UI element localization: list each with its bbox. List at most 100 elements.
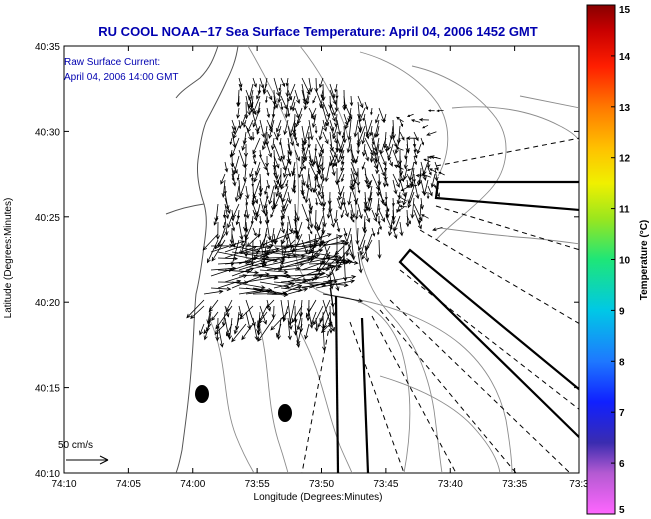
current-vector (287, 268, 323, 283)
current-vector (353, 119, 359, 138)
current-vector (304, 323, 310, 340)
current-vector (391, 119, 396, 140)
current-vector (266, 167, 270, 177)
beam-outline (360, 317, 370, 473)
current-vector (273, 143, 282, 162)
current-vector (324, 161, 331, 183)
current-vector (402, 191, 408, 206)
current-vector (266, 254, 306, 260)
current-vector (238, 261, 266, 271)
colorbar (586, 4, 616, 515)
current-vector (294, 267, 331, 272)
current-vector (291, 173, 296, 193)
current-vector (301, 274, 331, 283)
x-tick-label: 74:10 (51, 479, 76, 490)
current-vector (256, 89, 261, 100)
current-vector (364, 209, 371, 223)
current-vector (265, 155, 269, 168)
current-vector (423, 179, 429, 197)
current-vector (202, 233, 219, 251)
current-vector (273, 101, 276, 110)
current-vector (214, 323, 226, 335)
current-vector (224, 305, 230, 318)
current-vector (371, 227, 376, 237)
current-vector (335, 257, 345, 272)
current-vector (295, 221, 303, 239)
current-vector (367, 179, 373, 190)
current-vector (378, 161, 386, 177)
current-vector (273, 257, 312, 271)
current-vector (306, 95, 310, 105)
current-vector (266, 221, 272, 241)
current-vector (292, 113, 297, 135)
current-vector (406, 215, 411, 225)
current-vector (334, 95, 339, 113)
colorbar-tick-label: 8 (619, 357, 625, 368)
current-vector (238, 119, 242, 130)
current-vector (245, 185, 250, 200)
current-vector (329, 143, 338, 159)
current-vector (362, 222, 368, 235)
current-vector (340, 149, 345, 160)
current-vector (430, 155, 441, 160)
colorbar-tick-label: 11 (619, 205, 630, 216)
current-vector (315, 197, 319, 206)
current-vector (282, 197, 289, 213)
current-vector (231, 173, 235, 182)
current-vector (334, 113, 339, 128)
coastline-path (175, 46, 239, 473)
current-vector (280, 221, 285, 234)
current-vector (407, 191, 415, 209)
current-vector (403, 155, 408, 170)
bathymetry-contours (209, 46, 579, 473)
current-vector (422, 124, 429, 129)
current-vector (231, 167, 237, 187)
contour-line (411, 65, 507, 241)
current-vector (215, 317, 220, 342)
current-vector (357, 95, 364, 109)
current-vector (282, 305, 289, 323)
current-vector (243, 209, 247, 218)
current-vector (310, 311, 317, 326)
current-vector (410, 197, 415, 219)
current-vector (320, 323, 331, 334)
current-vector (271, 197, 276, 211)
current-vector (318, 143, 324, 158)
current-vector (287, 143, 292, 156)
current-vector (315, 235, 343, 247)
current-vector (426, 191, 430, 200)
current-vector (356, 167, 361, 187)
current-vector (305, 167, 310, 189)
current-vector (378, 191, 387, 207)
radial-line (419, 229, 579, 324)
radial-range-lines (301, 137, 579, 473)
current-vector (252, 203, 258, 217)
current-vector (322, 260, 353, 271)
current-vector (347, 191, 352, 206)
current-vector (311, 113, 317, 129)
current-vector (315, 264, 336, 271)
current-vector (333, 209, 339, 224)
current-vector (259, 230, 297, 247)
current-vector (301, 149, 306, 161)
colorbar-label: Temperature (°C) (639, 220, 650, 301)
current-vector (263, 197, 268, 210)
colorbar-tick-label: 14 (619, 52, 631, 63)
current-vector (217, 256, 239, 261)
current-vector (322, 257, 359, 265)
current-vector (211, 311, 219, 322)
current-vector (259, 77, 265, 89)
colorbar-tick-label: 12 (619, 154, 631, 165)
current-vector (190, 305, 205, 320)
x-axis-label: Longitude (Degrees:Minutes) (254, 492, 383, 503)
current-vector (227, 215, 233, 229)
current-vector (252, 191, 258, 205)
current-vector (231, 274, 264, 289)
current-vector (234, 185, 240, 203)
current-vector (378, 209, 385, 223)
current-vector (392, 227, 398, 240)
y-tick-label: 40:25 (35, 213, 60, 224)
current-vector (342, 95, 348, 110)
current-vector (329, 107, 336, 123)
current-vector (245, 275, 278, 283)
